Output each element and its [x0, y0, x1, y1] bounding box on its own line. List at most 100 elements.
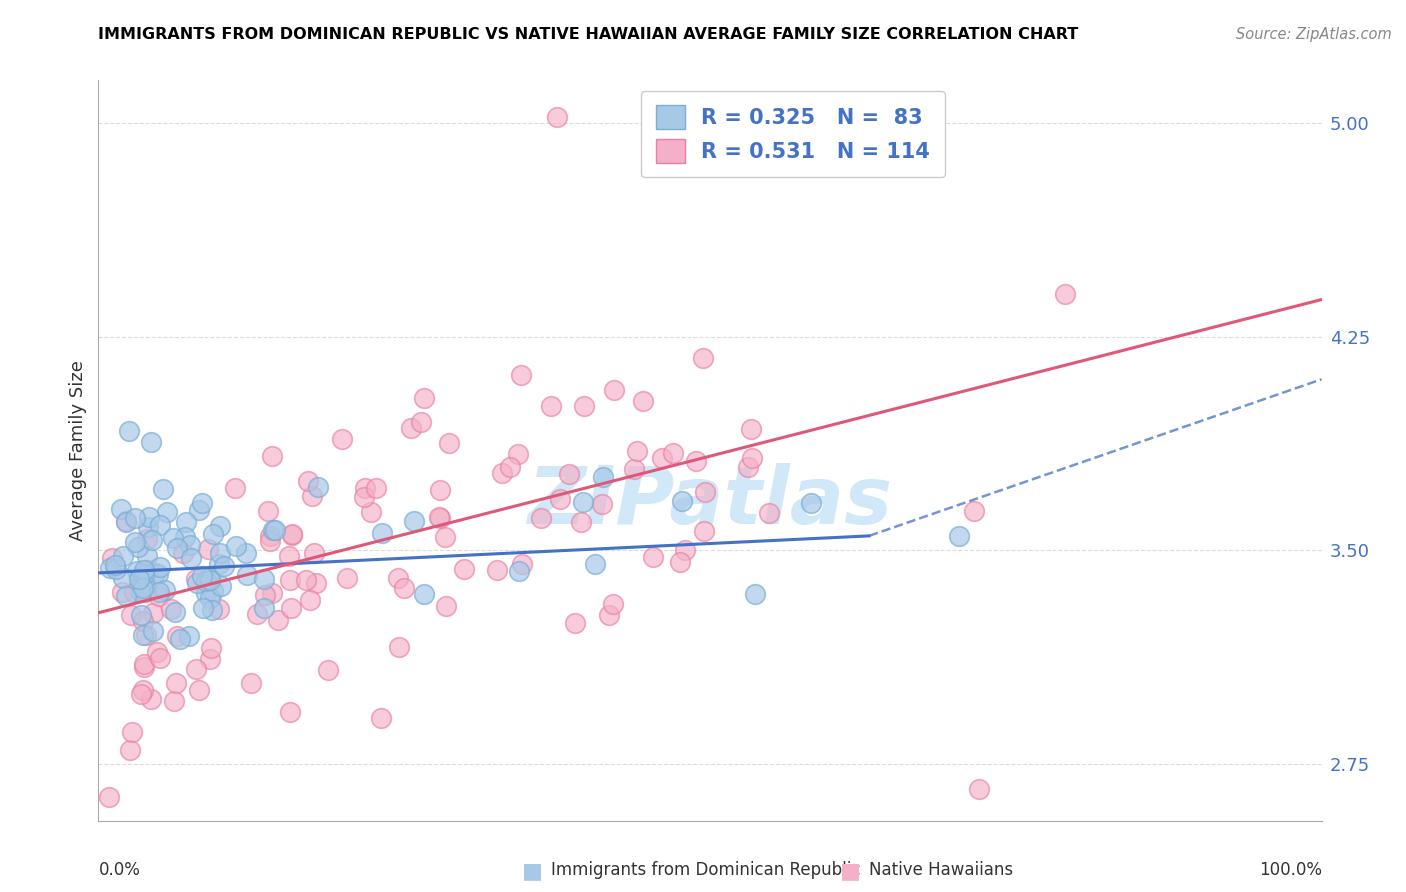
Point	[129, 607, 152, 622]
Point	[388, 640, 411, 654]
Point	[125, 564, 148, 578]
Point	[136, 532, 159, 546]
Point	[138, 563, 160, 577]
Point	[409, 415, 432, 429]
Point	[208, 602, 231, 616]
Point	[402, 515, 425, 529]
Point	[623, 462, 645, 476]
Point	[141, 533, 163, 547]
Point	[740, 422, 762, 436]
Point	[564, 616, 586, 631]
Point	[330, 432, 353, 446]
Point	[149, 651, 172, 665]
Point	[187, 503, 209, 517]
Point	[142, 606, 165, 620]
Point	[744, 587, 766, 601]
Point	[98, 790, 121, 805]
Point	[602, 597, 624, 611]
Point	[169, 632, 191, 647]
Point	[166, 675, 188, 690]
Point	[583, 557, 606, 571]
Point	[246, 607, 269, 622]
Point	[278, 549, 301, 563]
Point	[194, 574, 217, 589]
Point	[302, 546, 325, 560]
Text: ■: ■	[522, 862, 543, 881]
Point	[695, 484, 717, 499]
Point	[105, 562, 128, 576]
Point	[162, 531, 184, 545]
Point	[139, 692, 162, 706]
Point	[179, 629, 201, 643]
Text: Immigrants from Dominican Republic: Immigrants from Dominican Republic	[551, 862, 860, 880]
Point	[453, 562, 475, 576]
Point	[132, 683, 155, 698]
Point	[633, 393, 655, 408]
Point	[530, 511, 553, 525]
Point	[512, 557, 534, 571]
Point	[195, 586, 218, 600]
Point	[591, 497, 613, 511]
Point	[201, 584, 224, 599]
Point	[280, 601, 302, 615]
Point	[174, 516, 197, 530]
Point	[267, 613, 290, 627]
Point	[278, 705, 301, 719]
Point	[259, 534, 281, 549]
Text: ZIPatlas: ZIPatlas	[527, 463, 893, 541]
Point	[136, 519, 159, 533]
Point	[651, 450, 673, 465]
Point	[159, 602, 181, 616]
Point	[200, 640, 222, 655]
Point	[281, 528, 304, 542]
Point	[370, 711, 392, 725]
Point	[758, 506, 780, 520]
Point	[509, 368, 531, 383]
Point	[693, 524, 716, 538]
Point	[148, 589, 170, 603]
Point	[278, 574, 301, 588]
Point	[485, 563, 508, 577]
Point	[571, 495, 593, 509]
Point	[737, 460, 759, 475]
Point	[208, 546, 231, 560]
Point	[134, 579, 156, 593]
Point	[127, 540, 149, 554]
Point	[111, 585, 134, 599]
Point	[198, 591, 221, 605]
Point	[153, 583, 176, 598]
Point	[336, 571, 359, 585]
Point	[236, 568, 259, 582]
Point	[148, 585, 170, 599]
Point	[208, 557, 231, 571]
Point	[297, 475, 319, 489]
Point	[434, 599, 457, 613]
Point	[198, 573, 221, 587]
Point	[429, 483, 451, 498]
Point	[172, 547, 194, 561]
Point	[115, 589, 138, 603]
Point	[257, 504, 280, 518]
Point	[152, 482, 174, 496]
Point	[662, 446, 685, 460]
Point	[122, 585, 145, 599]
Point	[120, 607, 142, 622]
Point	[208, 519, 231, 533]
Point	[132, 660, 155, 674]
Point	[180, 551, 202, 566]
Point	[146, 566, 169, 581]
Point	[111, 571, 134, 585]
Point	[569, 515, 592, 529]
Point	[558, 467, 581, 481]
Point	[673, 543, 696, 558]
Point	[156, 505, 179, 519]
Point	[506, 447, 529, 461]
Point	[592, 470, 614, 484]
Point	[209, 580, 232, 594]
Text: ■: ■	[841, 862, 862, 881]
Point	[948, 529, 970, 543]
Point	[101, 551, 124, 566]
Point	[253, 573, 276, 587]
Point	[149, 560, 172, 574]
Point	[115, 515, 138, 529]
